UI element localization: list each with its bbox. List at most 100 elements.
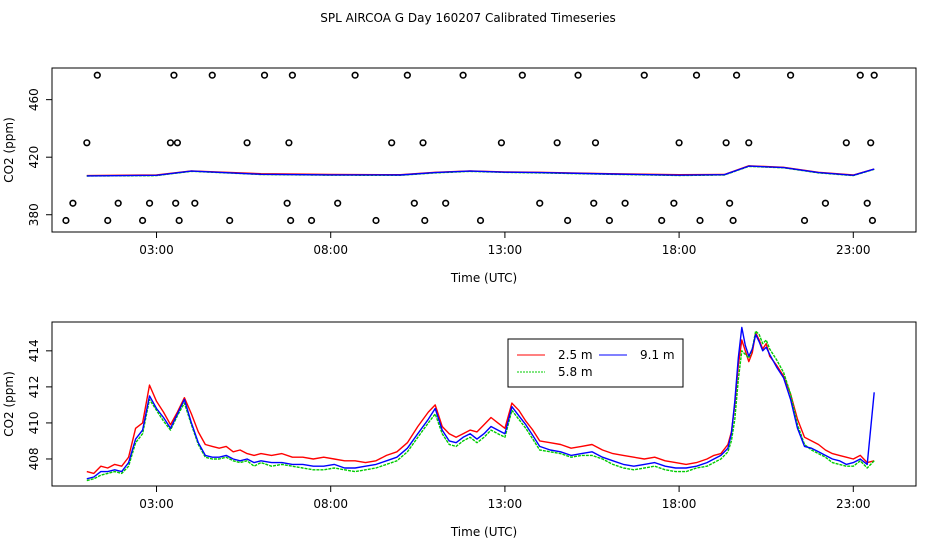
y-tick-label: 420 xyxy=(27,146,41,169)
calibration-point xyxy=(69,199,77,207)
y-tick-label: 460 xyxy=(27,88,41,111)
calibration-point xyxy=(574,71,582,79)
calibration-point xyxy=(692,71,701,79)
calibration-point xyxy=(675,139,683,147)
bottom-y-axis-label: CO2 (ppm) xyxy=(2,371,16,437)
series-line-5-8-m xyxy=(86,330,875,482)
calibration-point xyxy=(722,139,730,147)
x-tick-label: 13:00 xyxy=(488,497,523,511)
calibration-point xyxy=(83,139,91,147)
series-line-9-1-m xyxy=(86,326,875,480)
series-line-2-5-m xyxy=(86,165,875,177)
calibration-point xyxy=(442,199,450,207)
calibration-point xyxy=(536,199,544,207)
y-tick-label: 410 xyxy=(27,411,41,434)
calibration-point xyxy=(208,71,216,79)
calibration-point xyxy=(388,139,396,147)
calibration-point xyxy=(868,216,877,225)
calibration-point xyxy=(553,139,561,147)
y-tick-label: 408 xyxy=(27,448,41,471)
calibration-point xyxy=(175,216,183,225)
calibration-point xyxy=(786,71,795,79)
calibration-point xyxy=(518,71,526,79)
calibration-point xyxy=(867,139,875,147)
legend: 2.5 m 9.1 m 5.8 m xyxy=(507,338,684,388)
calibration-point xyxy=(863,199,871,207)
calibration-point xyxy=(138,216,147,225)
calibration-point xyxy=(191,199,199,207)
calibration-point xyxy=(172,199,180,207)
calibration-point xyxy=(62,216,70,225)
calibration-point xyxy=(104,216,112,225)
calibration-point xyxy=(173,139,182,147)
series-line-9-1-m xyxy=(86,165,875,177)
bottom-x-axis-label: Time (UTC) xyxy=(450,525,517,539)
legend-label-5-8m: 5.8 m xyxy=(558,365,593,379)
x-tick-label: 13:00 xyxy=(488,243,523,257)
calibration-point xyxy=(732,71,741,79)
calibration-point xyxy=(842,139,850,147)
top-plot-marks xyxy=(62,71,878,225)
x-tick-label: 08:00 xyxy=(313,243,348,257)
calibration-point xyxy=(591,139,600,147)
calibration-point xyxy=(729,216,737,225)
y-tick-label: 412 xyxy=(27,375,41,398)
bottom-plot-frame xyxy=(51,321,917,487)
calibration-point xyxy=(351,71,359,79)
calibration-point xyxy=(287,216,295,225)
calibration-point xyxy=(459,71,467,79)
figure-title: SPL AIRCOA G Day 160207 Calibrated Times… xyxy=(320,11,615,25)
calibration-point xyxy=(497,139,506,147)
calibration-point xyxy=(670,199,678,207)
calibration-point xyxy=(821,199,830,207)
bottom-axis-ticks: 03:00 08:00 13:00 18:00 23:00 408 410 412 414 xyxy=(27,339,871,511)
top-x-axis-label: Time (UTC) xyxy=(450,271,517,285)
calibration-point xyxy=(243,139,251,147)
calibration-point xyxy=(114,199,122,207)
calibration-point xyxy=(170,71,178,79)
calibration-point xyxy=(260,71,269,79)
calibration-point xyxy=(307,216,316,225)
calibration-point xyxy=(145,199,154,207)
x-tick-label: 03:00 xyxy=(139,497,174,511)
x-tick-label: 23:00 xyxy=(836,497,871,511)
calibration-point xyxy=(476,216,485,225)
legend-box xyxy=(507,338,684,388)
bottom-plot-marks xyxy=(86,326,875,482)
calibration-point xyxy=(403,71,411,79)
calibration-point xyxy=(421,216,429,225)
calibration-point xyxy=(226,216,234,225)
x-tick-label: 18:00 xyxy=(662,497,697,511)
x-tick-label: 03:00 xyxy=(139,243,174,257)
calibration-point xyxy=(410,199,418,207)
calibration-point xyxy=(640,71,648,79)
top-panel: 03:00 08:00 13:00 18:00 23:00 380 420 460 Time … xyxy=(2,67,917,285)
calibration-point xyxy=(745,139,753,147)
calibration-point xyxy=(605,216,614,225)
calibration-point xyxy=(372,216,380,225)
y-tick-label: 380 xyxy=(27,203,41,226)
x-tick-label: 18:00 xyxy=(662,243,697,257)
calibration-point xyxy=(288,71,296,79)
calibration-point xyxy=(856,71,864,79)
calibration-point xyxy=(696,216,704,225)
calibration-point xyxy=(419,139,427,147)
calibration-point xyxy=(334,199,342,207)
calibration-point xyxy=(621,199,629,207)
top-axis-ticks: 03:00 08:00 13:00 18:00 23:00 380 420 460 xyxy=(27,88,871,257)
calibration-point xyxy=(166,139,175,147)
calibration-point xyxy=(870,71,878,79)
top-plot-frame xyxy=(51,67,917,233)
top-y-axis-label: CO2 (ppm) xyxy=(2,117,16,183)
calibration-point xyxy=(93,71,101,79)
calibration-point xyxy=(564,216,572,225)
calibration-point xyxy=(590,199,598,207)
calibration-point xyxy=(800,216,809,225)
bottom-panel: 03:00 08:00 13:00 18:00 23:00 408 410 412 414 Ti… xyxy=(2,321,917,539)
series-line-2-5-m xyxy=(86,332,875,475)
y-tick-label: 414 xyxy=(27,339,41,362)
calibration-point xyxy=(726,199,734,207)
x-tick-label: 08:00 xyxy=(313,497,348,511)
calibration-point xyxy=(283,199,291,207)
calibration-point xyxy=(658,216,666,225)
